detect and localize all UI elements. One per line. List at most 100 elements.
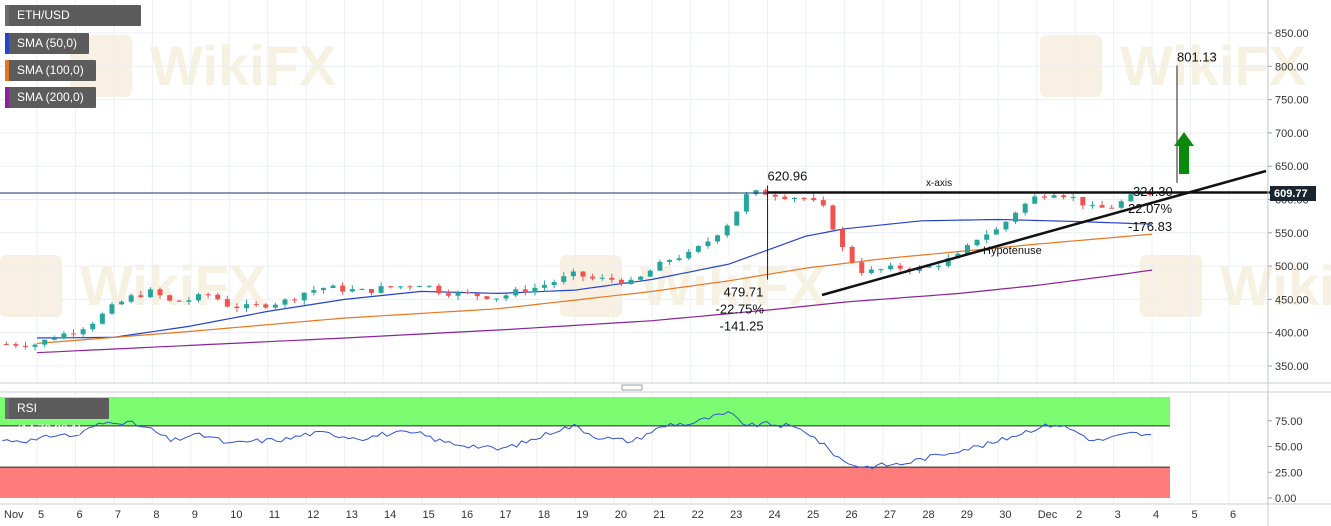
sma100-label: SMA (100,0) bbox=[17, 63, 84, 77]
current-price-tag bbox=[1270, 185, 1316, 201]
candle-body bbox=[224, 299, 230, 307]
candle-body bbox=[859, 262, 865, 274]
candle-body bbox=[484, 296, 490, 299]
candle-body bbox=[119, 301, 125, 305]
candle-body bbox=[282, 299, 288, 305]
sma200-swatch bbox=[5, 87, 9, 108]
candle-body bbox=[609, 277, 615, 280]
candle-body bbox=[1022, 203, 1028, 213]
candle-body bbox=[90, 323, 96, 330]
time-tick-label: 15 bbox=[423, 509, 435, 521]
candle-body bbox=[244, 304, 250, 309]
candle-body bbox=[474, 293, 480, 297]
price-tick-label: 650.00 bbox=[1275, 161, 1309, 173]
candle-body bbox=[811, 198, 817, 201]
sma100-legend-chip[interactable]: SMA (100,0) bbox=[5, 60, 96, 81]
candle-body bbox=[205, 294, 211, 296]
candle-body bbox=[13, 344, 19, 346]
time-tick-label: 24 bbox=[769, 509, 781, 521]
candle-body bbox=[686, 251, 692, 259]
time-tick-label: 28 bbox=[922, 509, 934, 521]
candle-body bbox=[945, 258, 951, 266]
candle-body bbox=[1109, 207, 1115, 209]
candle-body bbox=[1147, 193, 1153, 195]
candle-body bbox=[1128, 194, 1134, 202]
measure2-percent-label: 22.07% bbox=[1128, 201, 1173, 216]
x-axis-label: x-axis bbox=[926, 178, 952, 189]
candle-body bbox=[1070, 196, 1076, 198]
rsi-tick-label: 0.00 bbox=[1275, 493, 1296, 505]
candle-body bbox=[916, 267, 922, 271]
candle-body bbox=[80, 329, 86, 335]
candle-body bbox=[590, 276, 596, 279]
time-tick-label: 25 bbox=[807, 509, 819, 521]
candle-body bbox=[292, 299, 298, 301]
candle-body bbox=[1041, 196, 1047, 198]
watermark-badge bbox=[1140, 255, 1202, 317]
candle-body bbox=[705, 241, 711, 247]
price-tick-label: 500.00 bbox=[1275, 261, 1309, 273]
candle-body bbox=[570, 271, 576, 277]
candle-body bbox=[638, 276, 644, 280]
measure2-value-label: 324.30 bbox=[1133, 184, 1173, 199]
rsi-oversold-zone bbox=[0, 467, 1170, 498]
candle-body bbox=[493, 298, 499, 300]
candle-body bbox=[186, 300, 192, 302]
time-tick-label: 6 bbox=[76, 509, 82, 521]
candle-body bbox=[1138, 193, 1144, 195]
sma200-label: SMA (200,0) bbox=[17, 90, 84, 104]
candle-body bbox=[667, 259, 673, 262]
candle-body bbox=[1061, 195, 1067, 198]
symbol-legend-chip[interactable]: ETH/USD (CoinBase) bbox=[5, 5, 141, 43]
candle-body bbox=[743, 194, 749, 212]
candle-body bbox=[1013, 212, 1019, 222]
time-tick-label: 13 bbox=[346, 509, 358, 521]
time-tick-label: 16 bbox=[461, 509, 473, 521]
candlesticks bbox=[3, 188, 1153, 351]
measure-percent-label: -22.75% bbox=[716, 302, 765, 317]
sma50-label: SMA (50,0) bbox=[17, 36, 78, 50]
candle-body bbox=[320, 288, 326, 291]
up-arrow-icon bbox=[1174, 132, 1194, 174]
candle-body bbox=[138, 295, 144, 298]
watermark-text: WikiFX bbox=[1120, 34, 1306, 97]
time-tick-label: 23 bbox=[730, 509, 742, 521]
time-tick-label: 26 bbox=[845, 509, 857, 521]
candle-body bbox=[263, 304, 269, 308]
candle-body bbox=[465, 292, 471, 294]
candle-body bbox=[426, 285, 432, 287]
watermark-text: WikiFX bbox=[640, 254, 826, 317]
candle-body bbox=[1080, 196, 1086, 206]
candle-body bbox=[61, 333, 67, 339]
rsi-overbought-zone bbox=[0, 397, 1170, 426]
candle-body bbox=[888, 265, 894, 270]
current-price-tag-label: 609.77 bbox=[1274, 188, 1308, 200]
candle-body bbox=[830, 205, 836, 230]
time-tick-label: 14 bbox=[384, 509, 396, 521]
candle-body bbox=[147, 289, 153, 298]
candle-body bbox=[1032, 196, 1038, 204]
watermark-badge bbox=[560, 255, 622, 317]
price-tick-label: 350.00 bbox=[1275, 361, 1309, 373]
rsi-legend-chip[interactable]: RSI (14,70,30,1) bbox=[5, 398, 109, 436]
candle-body bbox=[99, 313, 105, 324]
candle-body bbox=[676, 258, 682, 260]
watermark-text: WikiFX bbox=[1220, 254, 1331, 317]
candle-body bbox=[715, 235, 721, 242]
rsi-zones bbox=[0, 397, 1170, 498]
sma200-legend-chip[interactable]: SMA (200,0) bbox=[5, 87, 96, 108]
price-tick-label: 400.00 bbox=[1275, 328, 1309, 340]
candle-body bbox=[176, 300, 182, 302]
candle-body bbox=[628, 279, 634, 285]
candle-body bbox=[647, 270, 653, 277]
candle-body bbox=[42, 339, 48, 345]
target-label: 801.13 bbox=[1177, 50, 1217, 65]
sma50-legend-chip[interactable]: SMA (50,0) bbox=[5, 33, 89, 54]
pane-resize-handle bbox=[621, 384, 643, 391]
time-tick-label: 20 bbox=[615, 509, 627, 521]
candle-body bbox=[542, 285, 548, 288]
candle-body bbox=[561, 276, 567, 282]
candle-body bbox=[734, 211, 740, 226]
price-tick-label: 550.00 bbox=[1275, 228, 1309, 240]
